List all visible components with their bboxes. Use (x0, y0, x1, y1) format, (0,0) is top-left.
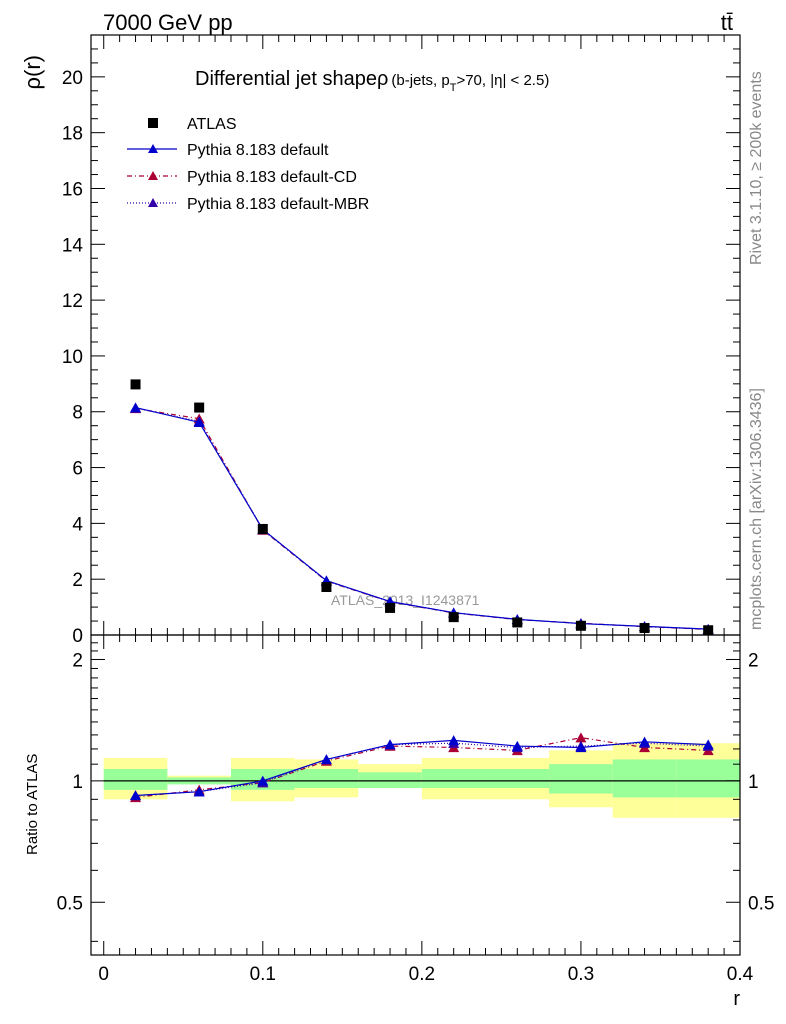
legend-marker-atlas (148, 118, 158, 128)
ratio-y-tick-label: 2 (72, 650, 83, 671)
main-y-axis-label: ρ(r) (20, 55, 45, 90)
x-tick-label: 0 (98, 964, 109, 985)
ratio-point-pythia-8-183-default (193, 786, 205, 797)
main-y-tick-label: 2 (72, 570, 83, 591)
title-text: Differential jet shape (195, 68, 377, 90)
ratio-point-pythia-8-183-default-cd (575, 732, 587, 743)
legend-entry-default: Pythia 8.183 default (127, 142, 329, 159)
stat-band (103, 769, 168, 790)
main-y-tick-label: 0 (72, 626, 83, 647)
title-sub-post: >70, |η| < 2.5) (456, 72, 549, 89)
collision-label: 7000 GeV pp (103, 10, 233, 35)
main-point-atlas (448, 612, 459, 623)
main-point-atlas (512, 617, 523, 628)
main-point-pythia-8-183-default (130, 402, 142, 413)
process-label: tt̄ (721, 10, 733, 35)
main-y-tick-label: 4 (72, 514, 83, 535)
x-tick-label: 0.1 (250, 964, 276, 985)
main-y-tick-label: 6 (72, 459, 83, 480)
main-y-tick-label: 20 (62, 68, 83, 89)
ratio-point-pythia-8-183-default (639, 736, 651, 747)
ratio-frame (90, 634, 741, 956)
stat-band (612, 759, 677, 798)
stat-band (358, 772, 422, 789)
stat-band (485, 769, 550, 789)
main-point-atlas (703, 625, 714, 636)
x-tick-label: 0.3 (568, 964, 594, 985)
legend-label-default: Pythia 8.183 default (187, 142, 329, 159)
legend-entry-atlas: ATLAS (148, 116, 237, 133)
ratio-point-pythia-8-183-default (320, 754, 332, 765)
stat-band (294, 769, 359, 789)
main-point-pythia-8-183-default (193, 417, 205, 428)
ratio-point-pythia-8-183-default (511, 740, 523, 751)
ratio-x-ticks: 0 0.1 0.2 0.3 0.4 (98, 635, 754, 985)
ratio-point-pythia-8-183-default (257, 775, 269, 786)
x-tick-label: 0.4 (727, 964, 754, 985)
main-point-atlas (385, 602, 396, 613)
main-line-pythia-8-183-default (135, 406, 709, 630)
x-axis-label: r (733, 988, 740, 1010)
ratio-point-pythia-8-183-default (448, 735, 460, 746)
legend-label-atlas: ATLAS (187, 116, 237, 133)
main-y-ticks: 0 2 4 6 8 10 12 14 16 18 20 (62, 48, 740, 647)
main-point-atlas (639, 623, 650, 634)
legend-entry-cd: Pythia 8.183 default-CD (127, 169, 357, 186)
legend: ATLAS Pythia 8.183 default Pythia 8.183 … (127, 116, 369, 213)
ratio-y-axis-label: Ratio to ATLAS (24, 754, 41, 855)
title-sub-sub: T (450, 82, 457, 94)
x-tick-label: 0.2 (409, 964, 435, 985)
main-y-tick-label: 12 (62, 291, 83, 312)
stat-band (676, 759, 740, 798)
ratio-line-pythia-8-183-default (135, 739, 709, 797)
stat-band (549, 764, 613, 794)
ratio-y-tick-label: 1 (72, 772, 83, 793)
mcplots-label: mcplots.cern.ch [arXiv:1306.3436] (748, 388, 765, 630)
analysis-watermark: ATLAS_2013_I1243871 (331, 592, 480, 608)
rivet-label: Rivet 3.1.10, ≥ 200k events (748, 71, 765, 265)
main-point-atlas (575, 620, 586, 631)
legend-entry-mbr: Pythia 8.183 default-MBR (127, 196, 369, 213)
main-point-atlas (257, 523, 268, 534)
legend-label-mbr: Pythia 8.183 default-MBR (187, 196, 369, 213)
legend-marker-mbr (148, 198, 158, 207)
main-title: Differential jet shapeρ (b-jets, pT>70, |… (195, 68, 549, 94)
ratio-point-pythia-8-183-default (702, 739, 714, 750)
main-y-tick-label: 8 (72, 403, 83, 424)
title-sub-pre: (b-jets, p (391, 72, 449, 89)
main-point-atlas (130, 379, 141, 390)
legend-label-cd: Pythia 8.183 default-CD (187, 169, 357, 186)
ratio-panel: 0.5 0.51 12 2 0 0.1 0.2 0.3 0.4 Ratio to ATLAS … (24, 634, 774, 1010)
main-panel: 0 2 4 6 8 10 12 14 16 18 20 ρ(r) Differential jet … (20, 34, 741, 647)
main-y-tick-label: 10 (62, 347, 83, 368)
main-y-tick-label: 16 (62, 179, 83, 200)
main-y-tick-label: 18 (62, 124, 83, 145)
ratio-y-tick-label-right: 2 (748, 650, 759, 671)
ratio-series (130, 732, 714, 803)
main-y-tick-label: 14 (62, 235, 84, 256)
ratio-y-ticks: 0.5 0.5 1 1 2 2 (57, 642, 774, 942)
ratio-y-tick-label-right: 1 (748, 772, 759, 793)
ratio-y-tick-label: 0.5 (57, 893, 83, 914)
ratio-point-pythia-8-183-default (575, 742, 587, 753)
title-symbol: ρ (377, 68, 388, 90)
legend-marker-default (148, 144, 158, 153)
main-point-atlas (321, 582, 332, 592)
main-series (130, 379, 714, 636)
legend-marker-cd (148, 171, 158, 180)
ratio-point-pythia-8-183-default (130, 790, 142, 801)
main-point-atlas (194, 402, 205, 413)
ratio-point-pythia-8-183-default (384, 739, 396, 750)
ratio-y-tick-label-right: 0.5 (748, 893, 774, 914)
stat-band (421, 769, 486, 789)
